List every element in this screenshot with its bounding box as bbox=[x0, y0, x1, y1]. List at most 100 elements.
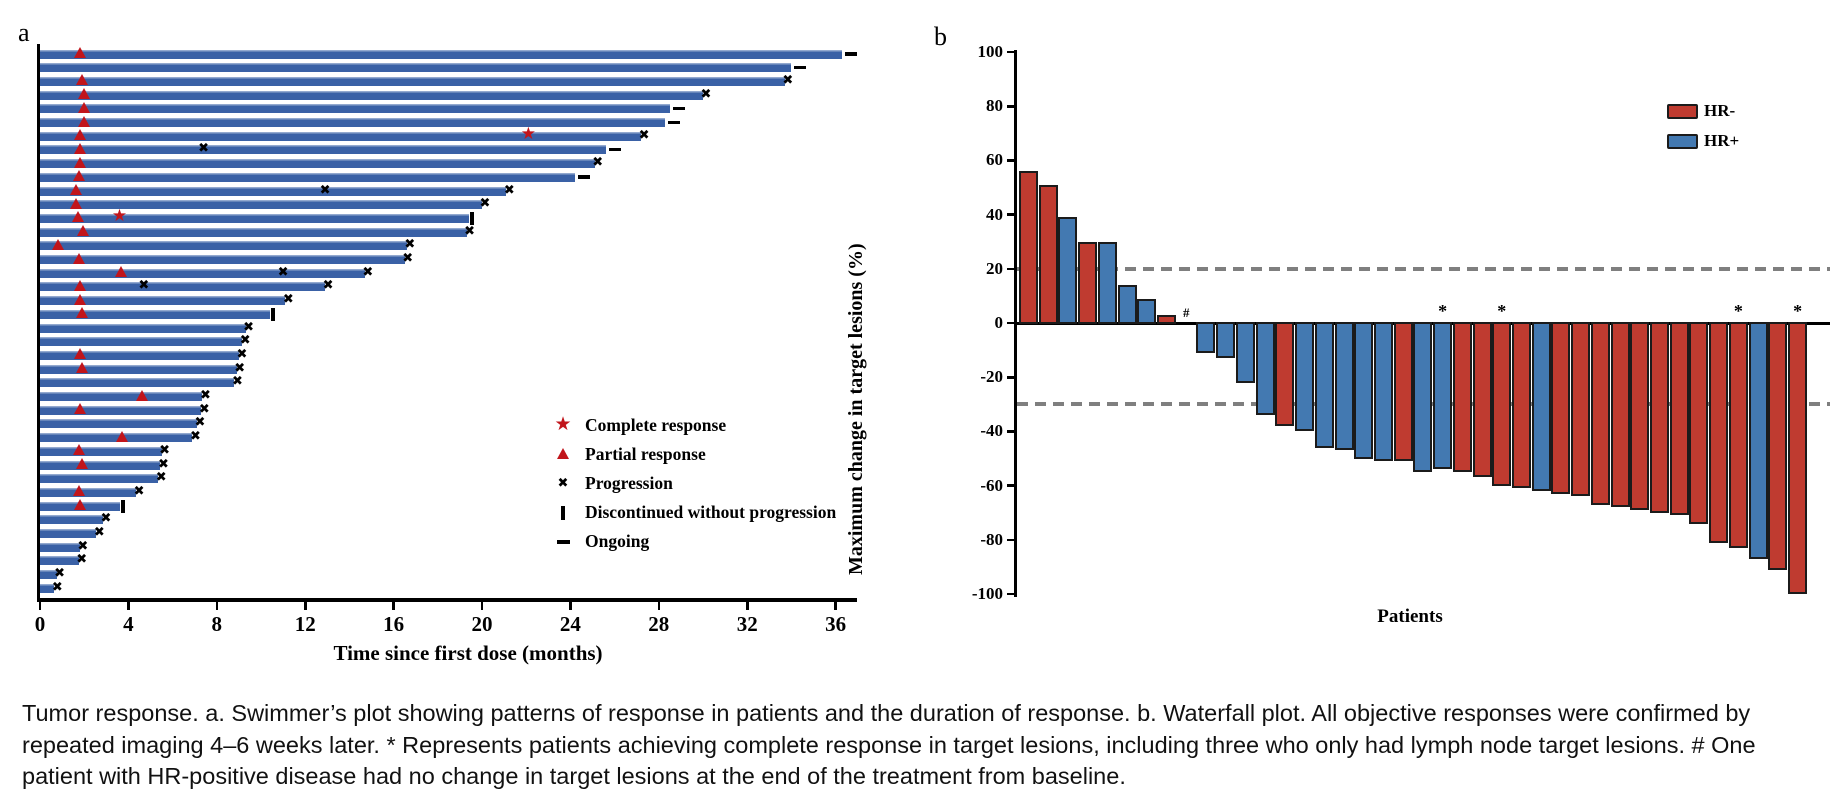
partial-response-icon bbox=[73, 47, 86, 58]
legend-discontinued-icon bbox=[561, 506, 565, 520]
legend-swatch-HRneg bbox=[1667, 104, 1698, 119]
swimmer-bar bbox=[40, 159, 595, 169]
waterfall-y-tick bbox=[1007, 376, 1014, 379]
partial-response-icon bbox=[51, 238, 64, 250]
progression-icon: ✖ bbox=[277, 264, 289, 280]
partial-response-icon bbox=[72, 485, 85, 497]
legend-label: Ongoing bbox=[585, 531, 650, 551]
ongoing-icon bbox=[672, 106, 685, 111]
progression-icon: ✖ bbox=[464, 223, 475, 239]
waterfall-y-tick-label: -40 bbox=[980, 421, 1003, 441]
panel-b-label: b bbox=[934, 22, 947, 51]
waterfall-bar bbox=[1748, 321, 1768, 559]
waterfall-y-tick bbox=[1007, 430, 1014, 433]
progression-icon: ✖ bbox=[138, 278, 150, 294]
waterfall-y-tick bbox=[1007, 592, 1014, 596]
waterfall-bar bbox=[1669, 321, 1689, 516]
swimmer-bar bbox=[40, 227, 467, 237]
legend-swatch-HRpos bbox=[1667, 134, 1698, 149]
swimmer-x-tick-label: 16 bbox=[383, 612, 405, 636]
waterfall-bar bbox=[1728, 321, 1748, 548]
reference-line-20 bbox=[1017, 266, 1830, 271]
waterfall-y-tick bbox=[1007, 538, 1014, 542]
swimmer-plot: 0 4 8 12 16 20 24 28 32 36 ✖ ✖ ★ ✖ ✖ ✖ ✖ ✖ ✖ ★ ✖ ✖ ✖ ✖ ✖ ✖ ✖ ✖ ✖ ✖ ✖ ✖ ✖… bbox=[0, 0, 880, 680]
partial-response-icon bbox=[75, 307, 88, 319]
waterfall-bar bbox=[1235, 321, 1255, 383]
waterfall-y-tick bbox=[1007, 105, 1014, 108]
waterfall-y-tick bbox=[1007, 159, 1014, 162]
waterfall-bar bbox=[1393, 321, 1413, 462]
swimmer-x-axis-title: Time since first dose (months) bbox=[333, 641, 603, 665]
ongoing-icon bbox=[608, 147, 621, 152]
progression-icon: ✖ bbox=[362, 264, 374, 280]
partial-response-icon bbox=[75, 74, 88, 86]
ongoing-icon bbox=[577, 175, 590, 179]
waterfall-bar bbox=[1216, 321, 1236, 359]
swimmer-bar bbox=[40, 268, 365, 278]
waterfall-y-tick bbox=[1007, 213, 1014, 216]
progression-icon: ✖ bbox=[282, 292, 294, 308]
partial-response-icon bbox=[73, 403, 86, 415]
progression-icon: ✖ bbox=[319, 182, 331, 198]
waterfall-bar bbox=[1334, 321, 1354, 451]
waterfall-y-tick-label: 60 bbox=[986, 150, 1003, 170]
swimmer-bar bbox=[40, 241, 407, 251]
waterfall-bar bbox=[1452, 321, 1472, 473]
waterfall-bar bbox=[1413, 321, 1433, 473]
progression-icon: ✖ bbox=[700, 86, 712, 102]
swimmer-bar bbox=[40, 118, 666, 127]
progression-icon: ✖ bbox=[404, 237, 416, 253]
waterfall-y-tick bbox=[1007, 50, 1014, 54]
swimmer-bar bbox=[40, 172, 575, 182]
partial-response-icon bbox=[115, 430, 128, 442]
swimmer-bar bbox=[40, 419, 197, 429]
swimmer-bar bbox=[40, 49, 843, 59]
waterfall-bar bbox=[1551, 321, 1571, 494]
swimmer-x-tick bbox=[392, 601, 395, 610]
bar-annotation-star: * bbox=[1793, 301, 1803, 321]
swimmer-y-axis-line bbox=[37, 44, 40, 601]
partial-response-icon bbox=[72, 170, 85, 182]
waterfall-y-axis-line bbox=[1014, 50, 1017, 597]
swimmer-bar bbox=[40, 474, 159, 484]
partial-response-icon bbox=[72, 252, 85, 264]
panel-a-label: a bbox=[18, 18, 30, 47]
waterfall-bar bbox=[1610, 321, 1630, 508]
swimmer-bar bbox=[40, 583, 55, 593]
swimmer-x-tick-label: 20 bbox=[471, 612, 493, 636]
partial-response-icon bbox=[114, 266, 127, 278]
discontinued-icon bbox=[469, 211, 474, 225]
waterfall-bar bbox=[1590, 321, 1610, 505]
waterfall-bar bbox=[1157, 314, 1177, 325]
waterfall-bar bbox=[1472, 321, 1492, 478]
waterfall-bar bbox=[1295, 321, 1315, 432]
waterfall-bar bbox=[1314, 321, 1334, 448]
complete-response-icon: ★ bbox=[520, 123, 537, 144]
partial-response-icon bbox=[73, 499, 86, 511]
swimmer-x-tick-label: 8 bbox=[211, 612, 223, 636]
swimmer-bar bbox=[40, 131, 642, 141]
progression-icon: ✖ bbox=[157, 456, 169, 472]
progression-icon: ✖ bbox=[243, 319, 254, 335]
swimmer-x-tick-label: 28 bbox=[648, 612, 670, 636]
swimmer-x-tick bbox=[127, 601, 130, 610]
waterfall-bar bbox=[1630, 321, 1650, 510]
legend-progression-icon: ✖ bbox=[557, 475, 569, 491]
waterfall-bar bbox=[1196, 321, 1216, 353]
progression-icon: ✖ bbox=[190, 429, 201, 445]
progression-icon: ✖ bbox=[54, 566, 66, 582]
swimmer-x-tick bbox=[746, 601, 749, 610]
swimmer-bar bbox=[40, 76, 785, 86]
waterfall-bar bbox=[1354, 321, 1374, 459]
waterfall-bar bbox=[1650, 321, 1670, 513]
swimmer-bar bbox=[40, 378, 235, 388]
legend-label: Complete response bbox=[585, 415, 727, 435]
partial-response-icon bbox=[70, 184, 83, 195]
swimmer-bar bbox=[40, 364, 237, 374]
swimmer-bar bbox=[40, 392, 203, 401]
waterfall-bar bbox=[1137, 298, 1157, 325]
swimmer-bar bbox=[40, 63, 792, 73]
swimmer-x-tick-label: 4 bbox=[123, 612, 134, 636]
waterfall-bar bbox=[1571, 321, 1591, 497]
swimmer-bar bbox=[40, 529, 97, 538]
